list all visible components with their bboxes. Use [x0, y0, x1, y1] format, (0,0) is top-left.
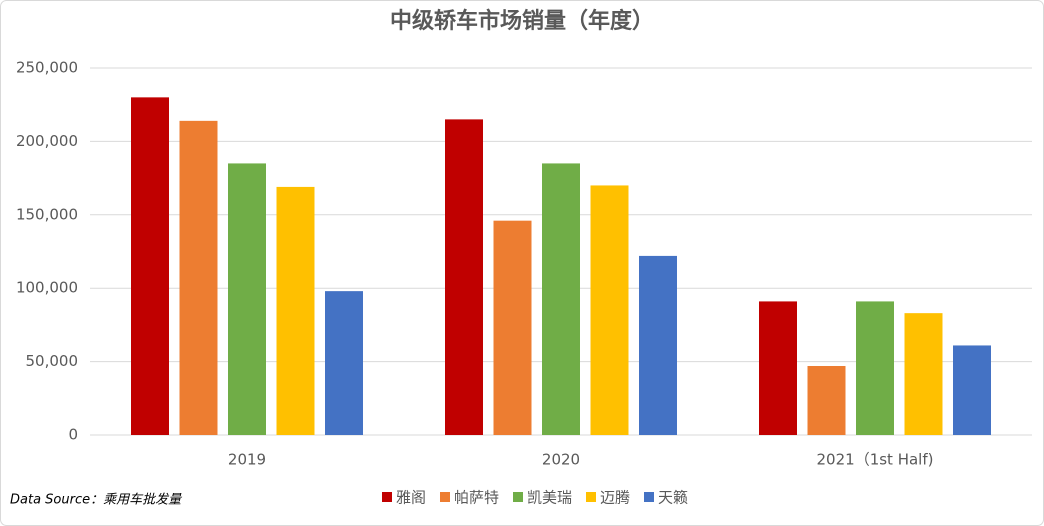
bar — [228, 163, 266, 436]
legend-swatch — [586, 492, 596, 502]
bar — [325, 291, 363, 435]
bar — [493, 220, 532, 435]
bar — [759, 301, 797, 435]
bar — [179, 120, 218, 436]
y-tick-label: 100,000 — [16, 279, 78, 297]
bar — [590, 185, 629, 435]
legend-swatch — [513, 492, 523, 502]
legend-label: 凯美瑞 — [527, 489, 572, 507]
legend-swatch — [644, 492, 654, 502]
bar — [856, 301, 894, 435]
legend-label: 迈腾 — [600, 489, 630, 507]
bar — [542, 163, 580, 436]
chart-title: 中级轿车市场销量（年度） — [390, 8, 654, 34]
legend-label: 天籁 — [658, 489, 688, 507]
bar — [807, 366, 846, 435]
y-tick-label: 250,000 — [16, 59, 78, 77]
x-tick-label: 2020 — [542, 451, 580, 469]
x-tick-label: 2019 — [228, 451, 266, 469]
bar — [639, 255, 677, 435]
data-source: Data Source：乘用车批发量 — [10, 493, 183, 508]
bar — [904, 313, 943, 435]
x-tick-label: 2021（1st Half) — [817, 451, 934, 469]
bar — [276, 186, 315, 435]
y-tick-label: 50,000 — [26, 352, 79, 370]
legend-swatch — [382, 492, 392, 502]
bar — [445, 119, 483, 435]
y-tick-label: 0 — [68, 426, 78, 444]
legend-label: 帕萨特 — [454, 489, 499, 507]
y-tick-label: 150,000 — [16, 205, 78, 223]
bar — [953, 345, 991, 435]
legend-swatch — [440, 492, 450, 502]
y-tick-label: 200,000 — [16, 132, 78, 150]
legend-label: 雅阁 — [396, 489, 426, 507]
bar — [131, 97, 169, 436]
